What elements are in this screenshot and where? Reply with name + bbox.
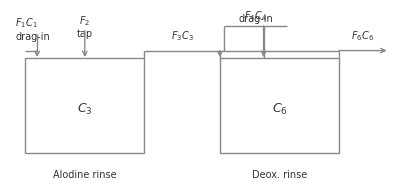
Text: $C_3$: $C_3$ [77,102,93,117]
Text: drag-in: drag-in [15,32,50,42]
Text: $F_2$: $F_2$ [79,15,90,28]
Text: Alodine rinse: Alodine rinse [53,170,117,180]
Text: $C_6$: $C_6$ [272,102,287,117]
Text: $F_3C_3$: $F_3C_3$ [171,29,194,43]
Text: $F_4C_4$: $F_4C_4$ [244,9,267,23]
Text: $F_1C_1$: $F_1C_1$ [15,17,38,30]
Text: drag-in: drag-in [238,14,273,24]
Text: tap: tap [77,29,93,39]
Text: Deox. rinse: Deox. rinse [252,170,307,180]
Text: $F_6C_6$: $F_6C_6$ [351,29,374,43]
Bar [220,58,339,153]
Bar [25,58,144,153]
